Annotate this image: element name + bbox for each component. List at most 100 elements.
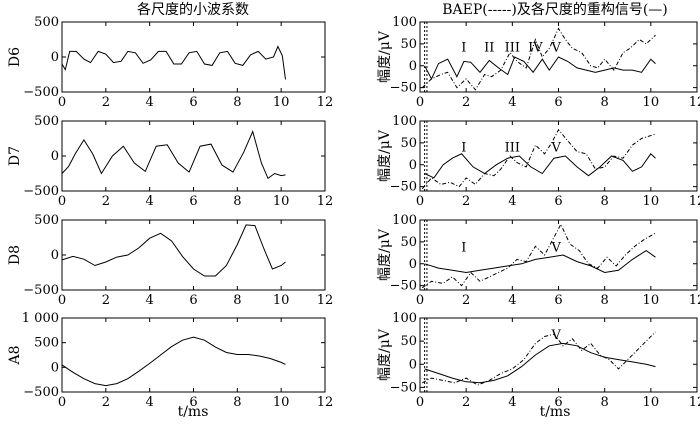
- left-xlabel-text: t/ms: [178, 404, 209, 420]
- x-tick-label: 0: [58, 293, 66, 308]
- x-tick-label: 12: [689, 293, 700, 308]
- y-axis-label: D8: [7, 245, 23, 265]
- x-tick-label: 2: [102, 194, 110, 209]
- y-tick-label: 500: [34, 15, 59, 30]
- x-tick-label: 2: [102, 293, 110, 308]
- left-xlabel: t/ms: [178, 404, 209, 420]
- y-tick-label: 0: [409, 158, 417, 173]
- plot-frame: [419, 120, 698, 192]
- x-tick-label: 10: [643, 395, 660, 410]
- x-tick-label: 4: [146, 194, 154, 209]
- x-tick-label: 8: [233, 194, 241, 209]
- x-tick-label: 4: [508, 395, 516, 410]
- wave-label: IV: [528, 40, 543, 55]
- x-tick-label: 8: [601, 95, 609, 110]
- x-tick-label: 10: [273, 194, 290, 209]
- x-tick-label: 12: [689, 95, 700, 110]
- x-tick-label: 0: [416, 293, 424, 308]
- reconstructed-series-line: [61, 45, 286, 80]
- plot-frame: [61, 317, 326, 393]
- x-tick-label: 6: [554, 293, 562, 308]
- left-title: 各尺度的小波系数: [137, 2, 249, 18]
- x-tick-label: 10: [273, 293, 290, 308]
- y-tick-label: −50: [390, 81, 417, 96]
- x-tick-label: 6: [189, 395, 197, 410]
- wave-label: III: [505, 141, 520, 156]
- x-tick-label: 4: [508, 293, 516, 308]
- y-tick-label: 100: [392, 15, 417, 30]
- y-tick-label: 50: [400, 334, 417, 349]
- x-tick-label: 10: [273, 95, 290, 110]
- x-tick-label: 6: [189, 95, 197, 110]
- x-tick-label: 10: [643, 95, 660, 110]
- x-tick-label: 8: [233, 395, 241, 410]
- x-tick-label: 2: [102, 95, 110, 110]
- x-tick-label: 6: [189, 194, 197, 209]
- reconstructed-series-line: [424, 342, 656, 384]
- reconstructed-series-line: [424, 56, 656, 81]
- x-tick-label: 4: [508, 194, 516, 209]
- wave-label: V: [550, 40, 561, 55]
- x-tick-label: 2: [462, 95, 470, 110]
- y-axis-label: D7: [7, 146, 23, 166]
- x-tick-label: 0: [416, 194, 424, 209]
- x-tick-label: 2: [102, 395, 110, 410]
- reconstructed-series-line: [424, 153, 656, 179]
- x-tick-label: 10: [273, 395, 290, 410]
- wave-label: III: [505, 40, 520, 55]
- y-tick-label: 500: [34, 213, 59, 228]
- y-tick-label: −50: [390, 380, 417, 395]
- x-tick-label: 4: [146, 293, 154, 308]
- reconstructed-series-line: [61, 336, 286, 387]
- reconstructed-series-line: [61, 130, 286, 180]
- y-tick-label: 0: [409, 357, 417, 372]
- x-tick-label: 4: [146, 95, 154, 110]
- y-axis-label: 幅度/μV: [377, 228, 393, 281]
- x-tick-label: 8: [601, 395, 609, 410]
- y-tick-label: 500: [34, 114, 59, 129]
- x-tick-label: 12: [317, 293, 334, 308]
- x-tick-label: 8: [233, 293, 241, 308]
- x-tick-label: 6: [554, 194, 562, 209]
- y-axis-label: 幅度/μV: [377, 129, 393, 182]
- y-tick-label: −500: [23, 283, 59, 298]
- x-tick-label: 2: [462, 395, 470, 410]
- y-axis-label: D6: [7, 47, 23, 67]
- x-tick-label: 0: [58, 395, 66, 410]
- y-tick-label: −500: [23, 184, 59, 199]
- wave-label: I: [461, 141, 466, 156]
- x-tick-label: 0: [58, 194, 66, 209]
- x-tick-label: 0: [416, 395, 424, 410]
- plot-frame: [61, 120, 326, 192]
- y-tick-label: 50: [400, 235, 417, 250]
- x-tick-label: 12: [317, 95, 334, 110]
- y-tick-label: −500: [23, 85, 59, 100]
- wave-label: I: [461, 40, 466, 55]
- y-tick-label: 0: [409, 59, 417, 74]
- y-tick-label: 100: [392, 311, 417, 326]
- x-tick-label: 4: [146, 395, 154, 410]
- wave-label: II: [484, 40, 494, 55]
- x-tick-label: 12: [689, 194, 700, 209]
- y-tick-label: 0: [51, 149, 59, 164]
- y-tick-label: 50: [400, 37, 417, 52]
- x-tick-label: 10: [643, 194, 660, 209]
- y-tick-label: 50: [400, 136, 417, 151]
- x-tick-label: 6: [189, 293, 197, 308]
- wave-label: V: [550, 141, 561, 156]
- y-axis-label: 幅度/μV: [377, 328, 393, 381]
- wave-label: I: [461, 241, 466, 256]
- y-axis-label: A8: [7, 345, 23, 365]
- wave-label: V: [550, 241, 561, 256]
- plot-frame: [61, 219, 326, 291]
- right-xlabel: t/ms: [540, 404, 571, 420]
- y-axis-label: 幅度/μV: [377, 30, 393, 83]
